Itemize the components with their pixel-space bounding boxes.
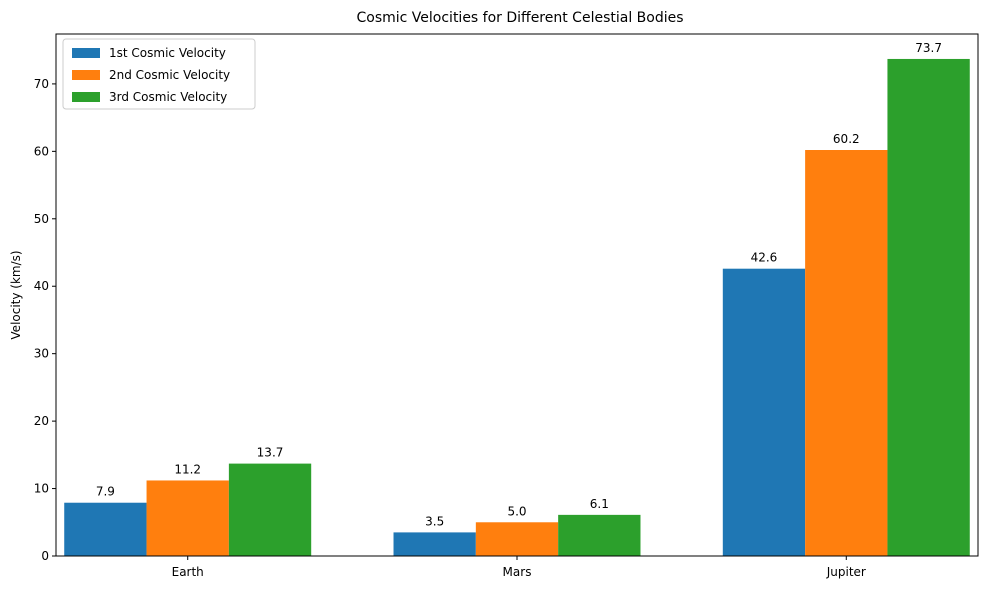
y-tick-label: 50 [34, 212, 49, 226]
y-tick-label: 0 [41, 549, 49, 563]
data-label: 6.1 [590, 497, 609, 511]
y-axis-label: Velocity (km/s) [9, 250, 23, 339]
data-labels-group: 7.9 3.5 42.6 11.2 5.0 60.2 13.7 6.1 73.7 [96, 41, 942, 528]
bar [558, 514, 641, 556]
data-label: 60.2 [833, 132, 860, 146]
x-axis: Earth Mars Jupiter [172, 556, 866, 579]
bar [228, 463, 312, 556]
bar [64, 502, 147, 556]
bars-group [64, 58, 970, 556]
data-label: 7.9 [96, 485, 115, 499]
legend-box [62, 38, 256, 110]
data-label: 42.6 [751, 251, 778, 265]
y-tick-label: 60 [34, 144, 49, 158]
x-tick-label: Jupiter [826, 565, 866, 579]
legend-swatch [72, 92, 100, 102]
legend-entry-label: 3rd Cosmic Velocity [109, 90, 227, 104]
legend-entry-label: 1st Cosmic Velocity [109, 46, 226, 60]
legend: 1st Cosmic Velocity 2nd Cosmic Velocity 3r… [62, 38, 256, 110]
x-tick-label: Mars [503, 565, 532, 579]
y-tick-label: 20 [34, 414, 49, 428]
data-label: 13.7 [257, 446, 284, 460]
data-label: 73.7 [915, 41, 942, 55]
bar [722, 268, 806, 556]
data-label: 3.5 [425, 514, 444, 528]
bar [393, 532, 476, 556]
y-tick-label: 10 [34, 482, 49, 496]
data-label: 5.0 [507, 504, 526, 518]
y-axis: 0 10 20 30 40 50 60 70 [34, 77, 56, 563]
bar [146, 480, 229, 556]
y-tick-label: 30 [34, 347, 49, 361]
y-tick-label: 40 [34, 279, 49, 293]
y-tick-label: 70 [34, 77, 49, 91]
chart-title: Cosmic Velocities for Different Celestia… [356, 10, 683, 26]
legend-entry-label: 2nd Cosmic Velocity [109, 68, 230, 82]
bar [887, 58, 970, 556]
x-tick-label: Earth [172, 565, 204, 579]
bar [805, 150, 888, 556]
legend-swatch [72, 70, 100, 80]
bar [475, 522, 559, 556]
legend-swatch [72, 48, 100, 58]
data-label: 11.2 [174, 462, 201, 476]
